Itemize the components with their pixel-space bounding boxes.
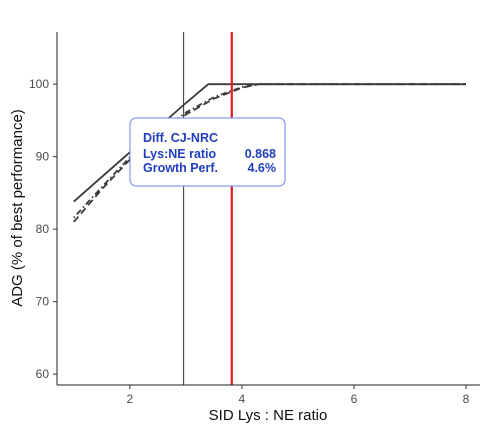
y-tick-label: 90	[36, 150, 50, 164]
x-ticks: 2 4 6 8	[126, 385, 470, 406]
plot-lines	[73, 83, 466, 223]
x-tick-label: 4	[239, 392, 246, 406]
x-tick-label: 8	[463, 392, 470, 406]
y-tick-label: 70	[36, 295, 50, 309]
series-line-dashed	[73, 83, 466, 223]
annotation-value-ratio: 0.868	[245, 147, 276, 161]
annotation-box: Diff. CJ-NRC Lys:NE ratio 0.868 Growth P…	[129, 117, 286, 187]
y-tick-label: 60	[36, 367, 50, 381]
y-axis-title: ADG (% of best performance)	[9, 109, 26, 307]
annotation-title: Diff. CJ-NRC	[143, 131, 218, 145]
reference-lines	[183, 32, 233, 385]
annotation-label-ratio: Lys:NE ratio	[143, 147, 217, 161]
annotation-value-growth: 4.6%	[248, 161, 277, 175]
y-ticks: 60 70 80 90 100	[29, 77, 57, 381]
x-axis-title: SID Lys : NE ratio	[209, 407, 328, 424]
annotation-label-growth: Growth Perf.	[143, 161, 218, 175]
x-tick-label: 2	[126, 392, 133, 406]
series-line-dotdash	[73, 83, 466, 219]
annotation-frame	[129, 117, 286, 187]
y-tick-label: 100	[29, 77, 49, 91]
y-tick-label: 80	[36, 222, 50, 236]
x-tick-label: 6	[351, 392, 358, 406]
